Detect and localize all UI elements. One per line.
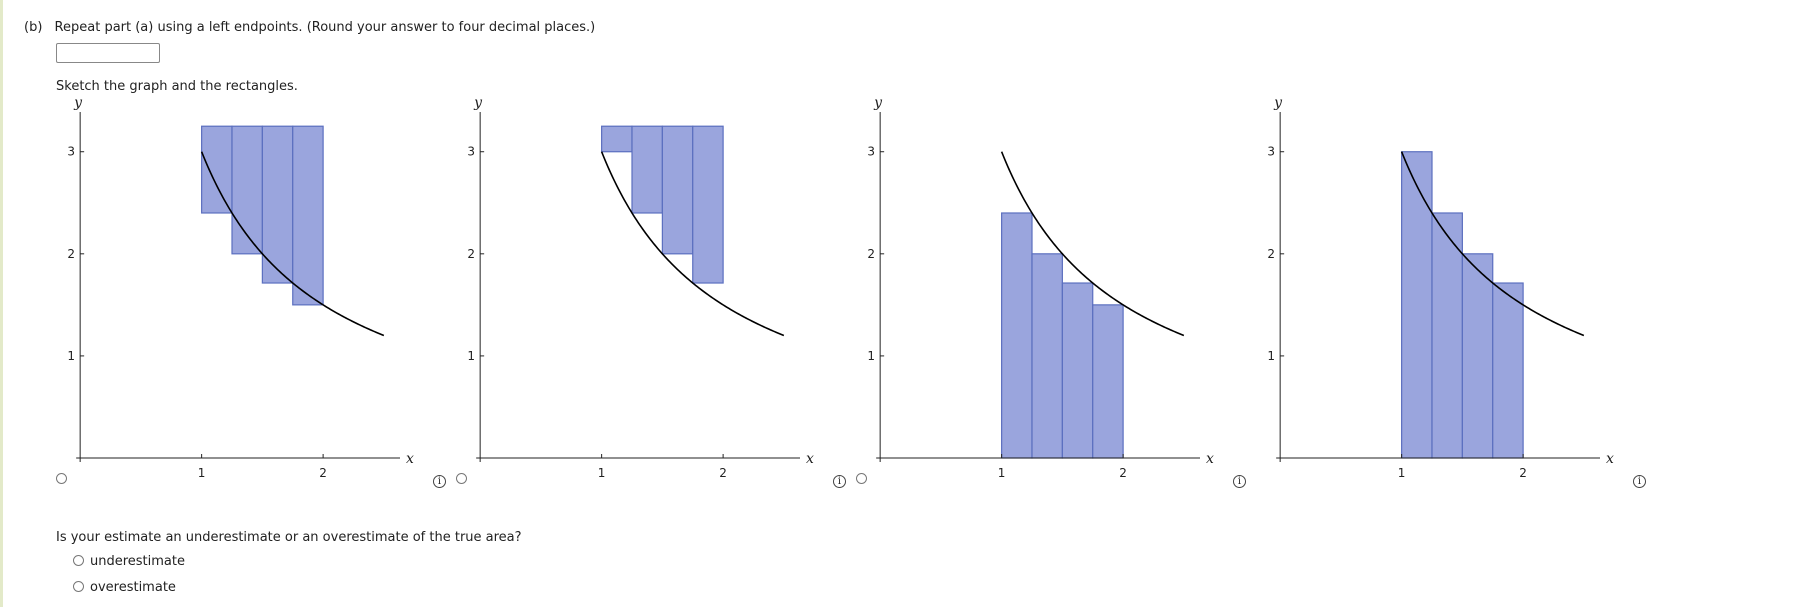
y-axis-label: y bbox=[1273, 95, 1283, 111]
x-tick-label: 1 bbox=[998, 466, 1006, 480]
rectangle-2 bbox=[631, 125, 663, 214]
y-axis-label: y bbox=[473, 95, 483, 111]
y-tick-label: 1 bbox=[867, 349, 875, 363]
question-line: (b) Repeat part (a) using a left endpoin… bbox=[24, 20, 595, 35]
graph-option-1-radio[interactable] bbox=[56, 473, 67, 484]
graph-option-3-radio[interactable] bbox=[856, 473, 867, 484]
rectangle-4 bbox=[692, 125, 724, 284]
overestimate-label: overestimate bbox=[90, 580, 176, 595]
rectangle-1 bbox=[601, 125, 633, 153]
x-tick-label: 2 bbox=[719, 466, 727, 480]
rectangle-4 bbox=[1092, 304, 1124, 459]
info-icon[interactable]: i bbox=[833, 475, 846, 488]
rectangle-4 bbox=[1492, 282, 1524, 459]
rectangle-1 bbox=[1401, 151, 1433, 459]
x-axis-label: x bbox=[406, 451, 414, 467]
y-tick-label: 2 bbox=[67, 247, 75, 261]
x-tick-label: 1 bbox=[198, 466, 206, 480]
sketch-instruction: Sketch the graph and the rectangles. bbox=[56, 79, 298, 94]
rectangle-3 bbox=[661, 125, 694, 255]
underestimate-option[interactable]: underestimate bbox=[73, 554, 185, 569]
rectangle-2 bbox=[1031, 253, 1063, 459]
x-tick-label: 1 bbox=[598, 466, 606, 480]
curve-line bbox=[1000, 151, 1185, 337]
rectangle-2 bbox=[231, 125, 263, 255]
info-icon[interactable]: i bbox=[1233, 475, 1246, 488]
rectangle-3 bbox=[1461, 253, 1494, 459]
curve-line bbox=[200, 151, 385, 337]
underestimate-label: underestimate bbox=[90, 554, 185, 569]
estimate-question: Is your estimate an underestimate or an … bbox=[56, 530, 522, 545]
x-axis-label: x bbox=[1206, 451, 1214, 467]
underestimate-radio[interactable] bbox=[73, 555, 84, 566]
left-margin-rule bbox=[0, 0, 3, 607]
graph-option-1: 1 2 3 1 2 y x bbox=[67, 95, 414, 480]
y-tick-label: 1 bbox=[1267, 349, 1275, 363]
y-tick-label: 1 bbox=[467, 349, 475, 363]
curve-line bbox=[1400, 151, 1585, 337]
y-tick-label: 3 bbox=[67, 145, 75, 159]
y-tick-label: 3 bbox=[1267, 145, 1275, 159]
graph-option-2: 1 2 3 1 2 y x bbox=[467, 95, 814, 480]
x-axis-label: x bbox=[1606, 451, 1614, 467]
curve-line bbox=[600, 151, 785, 337]
rectangle-1 bbox=[201, 125, 233, 214]
x-tick-label: 2 bbox=[1119, 466, 1127, 480]
y-tick-label: 2 bbox=[1267, 247, 1275, 261]
y-tick-label: 1 bbox=[67, 349, 75, 363]
graph-option-3: 1 2 3 1 2 y x bbox=[867, 95, 1214, 480]
answer-input[interactable] bbox=[56, 43, 160, 63]
rectangle-3 bbox=[261, 125, 294, 284]
overestimate-radio[interactable] bbox=[73, 581, 84, 592]
x-tick-label: 2 bbox=[319, 466, 327, 480]
y-tick-label: 3 bbox=[867, 145, 875, 159]
graph-option-4: 1 2 3 1 2 y x bbox=[1267, 95, 1614, 480]
x-tick-label: 1 bbox=[1398, 466, 1406, 480]
y-tick-label: 2 bbox=[867, 247, 875, 261]
rectangle-2 bbox=[1431, 212, 1463, 459]
info-icon[interactable]: i bbox=[433, 475, 446, 488]
info-icon[interactable]: i bbox=[1633, 475, 1646, 488]
part-label: (b) bbox=[24, 20, 43, 35]
y-tick-label: 3 bbox=[467, 145, 475, 159]
question-text: Repeat part (a) using a left endpoints. … bbox=[54, 20, 596, 35]
y-axis-label: y bbox=[873, 95, 883, 111]
rectangle-4 bbox=[292, 125, 324, 306]
x-tick-label: 2 bbox=[1519, 466, 1527, 480]
rectangle-3 bbox=[1061, 282, 1094, 459]
x-axis-label: x bbox=[806, 451, 814, 467]
y-tick-label: 2 bbox=[467, 247, 475, 261]
rectangle-1 bbox=[1001, 212, 1033, 459]
graph-option-2-radio[interactable] bbox=[456, 473, 467, 484]
overestimate-option[interactable]: overestimate bbox=[73, 580, 176, 595]
y-axis-label: y bbox=[73, 95, 83, 111]
